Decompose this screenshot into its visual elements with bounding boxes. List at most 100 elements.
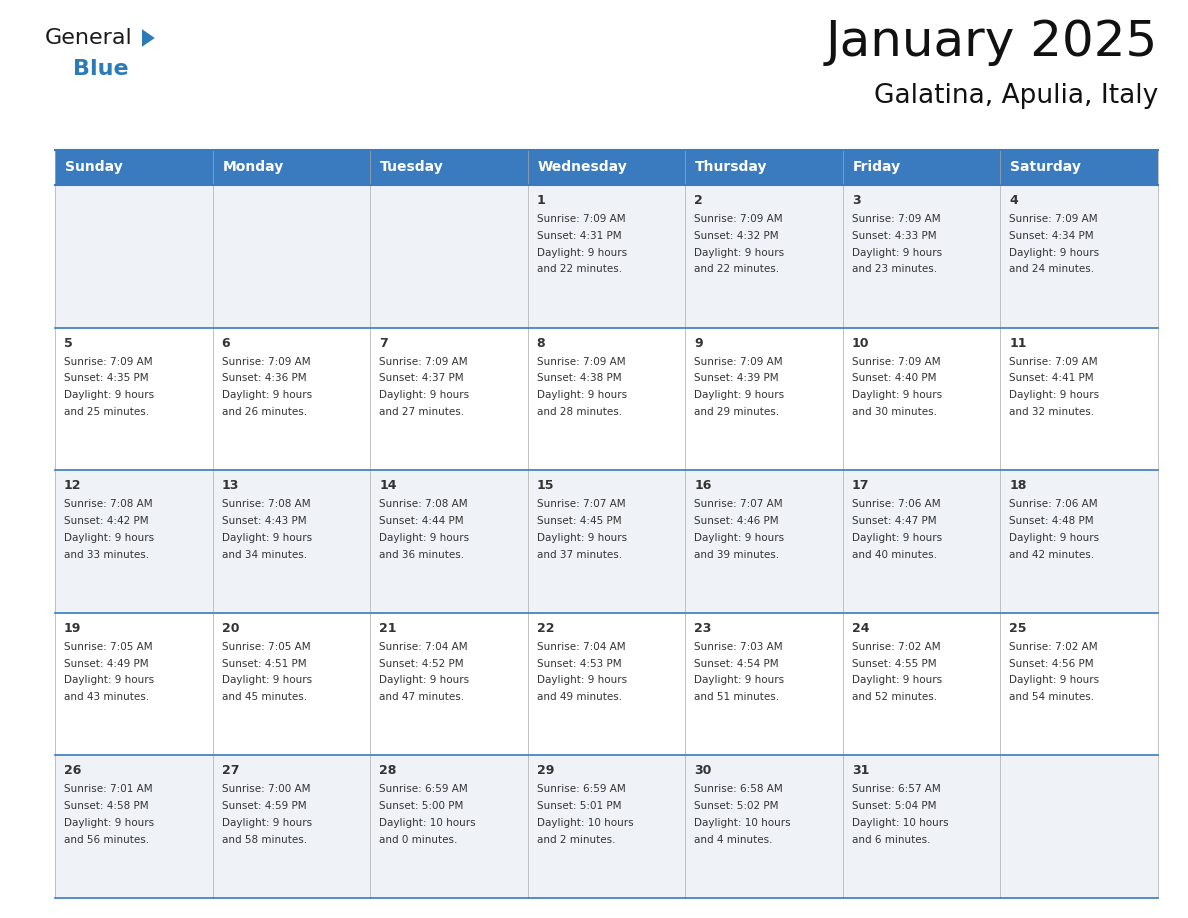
Text: 31: 31 [852, 765, 870, 778]
Text: Sunset: 5:02 PM: Sunset: 5:02 PM [694, 801, 779, 812]
Text: 17: 17 [852, 479, 870, 492]
Text: and 33 minutes.: and 33 minutes. [64, 550, 150, 560]
Text: Sunrise: 7:09 AM: Sunrise: 7:09 AM [852, 356, 941, 366]
Text: Daylight: 9 hours: Daylight: 9 hours [852, 248, 942, 258]
Text: Daylight: 9 hours: Daylight: 9 hours [222, 676, 311, 686]
Text: Sunrise: 7:06 AM: Sunrise: 7:06 AM [1010, 499, 1098, 509]
Text: 19: 19 [64, 621, 81, 635]
Text: Daylight: 9 hours: Daylight: 9 hours [222, 818, 311, 828]
Text: Saturday: Saturday [1011, 161, 1081, 174]
Text: Sunset: 4:52 PM: Sunset: 4:52 PM [379, 658, 463, 668]
Text: Sunrise: 7:02 AM: Sunrise: 7:02 AM [852, 642, 941, 652]
Bar [527, 328, 685, 470]
Text: and 37 minutes.: and 37 minutes. [537, 550, 621, 560]
Text: 15: 15 [537, 479, 555, 492]
Text: and 52 minutes.: and 52 minutes. [852, 692, 937, 702]
Text: Daylight: 10 hours: Daylight: 10 hours [852, 818, 948, 828]
Bar [371, 185, 527, 328]
Text: Daylight: 9 hours: Daylight: 9 hours [852, 676, 942, 686]
Bar [371, 613, 527, 756]
Text: Sunset: 4:42 PM: Sunset: 4:42 PM [64, 516, 148, 526]
Text: and 49 minutes.: and 49 minutes. [537, 692, 621, 702]
Text: Daylight: 9 hours: Daylight: 9 hours [694, 676, 784, 686]
Text: Daylight: 9 hours: Daylight: 9 hours [379, 532, 469, 543]
Text: Sunset: 4:59 PM: Sunset: 4:59 PM [222, 801, 307, 812]
Text: Daylight: 9 hours: Daylight: 9 hours [694, 248, 784, 258]
Text: Sunrise: 6:58 AM: Sunrise: 6:58 AM [694, 784, 783, 794]
Bar [527, 613, 685, 756]
Text: 30: 30 [694, 765, 712, 778]
Text: 25: 25 [1010, 621, 1026, 635]
Text: Sunset: 4:45 PM: Sunset: 4:45 PM [537, 516, 621, 526]
Text: and 0 minutes.: and 0 minutes. [379, 834, 457, 845]
Text: Sunset: 4:36 PM: Sunset: 4:36 PM [222, 374, 307, 384]
Text: and 32 minutes.: and 32 minutes. [1010, 407, 1094, 417]
Text: Daylight: 9 hours: Daylight: 9 hours [379, 676, 469, 686]
Bar [371, 470, 527, 613]
Text: 28: 28 [379, 765, 397, 778]
Text: Sunset: 4:41 PM: Sunset: 4:41 PM [1010, 374, 1094, 384]
Bar [371, 756, 527, 898]
Text: and 22 minutes.: and 22 minutes. [537, 264, 621, 274]
Text: and 58 minutes.: and 58 minutes. [222, 834, 307, 845]
Text: Sunset: 5:04 PM: Sunset: 5:04 PM [852, 801, 936, 812]
Text: Sunset: 4:43 PM: Sunset: 4:43 PM [222, 516, 307, 526]
Text: Daylight: 9 hours: Daylight: 9 hours [64, 676, 154, 686]
Text: Sunday: Sunday [65, 161, 122, 174]
Text: Sunset: 4:58 PM: Sunset: 4:58 PM [64, 801, 148, 812]
Bar [685, 756, 842, 898]
Text: and 34 minutes.: and 34 minutes. [222, 550, 307, 560]
Text: Daylight: 9 hours: Daylight: 9 hours [1010, 390, 1100, 400]
Bar [1000, 150, 1158, 185]
Text: Sunset: 4:37 PM: Sunset: 4:37 PM [379, 374, 463, 384]
Text: Daylight: 9 hours: Daylight: 9 hours [1010, 532, 1100, 543]
Text: and 39 minutes.: and 39 minutes. [694, 550, 779, 560]
Polygon shape [143, 29, 154, 47]
Bar [55, 328, 213, 470]
Bar [55, 470, 213, 613]
Text: Sunset: 4:34 PM: Sunset: 4:34 PM [1010, 230, 1094, 241]
Text: Sunset: 4:48 PM: Sunset: 4:48 PM [1010, 516, 1094, 526]
Text: Thursday: Thursday [695, 161, 767, 174]
Bar [213, 613, 371, 756]
Text: Daylight: 9 hours: Daylight: 9 hours [852, 532, 942, 543]
Text: Sunset: 4:40 PM: Sunset: 4:40 PM [852, 374, 936, 384]
Bar [842, 185, 1000, 328]
Text: 3: 3 [852, 194, 860, 207]
Text: Daylight: 9 hours: Daylight: 9 hours [537, 248, 627, 258]
Text: 4: 4 [1010, 194, 1018, 207]
Text: 29: 29 [537, 765, 554, 778]
Text: Sunset: 4:44 PM: Sunset: 4:44 PM [379, 516, 463, 526]
Bar [685, 613, 842, 756]
Text: 16: 16 [694, 479, 712, 492]
Text: Daylight: 9 hours: Daylight: 9 hours [537, 390, 627, 400]
Text: Sunset: 4:32 PM: Sunset: 4:32 PM [694, 230, 779, 241]
Text: 12: 12 [64, 479, 82, 492]
Text: Daylight: 9 hours: Daylight: 9 hours [64, 532, 154, 543]
Text: and 26 minutes.: and 26 minutes. [222, 407, 307, 417]
Bar [527, 150, 685, 185]
Text: and 23 minutes.: and 23 minutes. [852, 264, 937, 274]
Text: Sunrise: 7:09 AM: Sunrise: 7:09 AM [537, 214, 625, 224]
Text: Sunrise: 7:08 AM: Sunrise: 7:08 AM [222, 499, 310, 509]
Text: Sunset: 5:00 PM: Sunset: 5:00 PM [379, 801, 463, 812]
Text: 23: 23 [694, 621, 712, 635]
Text: Sunrise: 7:07 AM: Sunrise: 7:07 AM [537, 499, 625, 509]
Text: Tuesday: Tuesday [380, 161, 444, 174]
Text: 2: 2 [694, 194, 703, 207]
Text: Sunrise: 7:09 AM: Sunrise: 7:09 AM [852, 214, 941, 224]
Text: Sunset: 4:33 PM: Sunset: 4:33 PM [852, 230, 936, 241]
Text: and 29 minutes.: and 29 minutes. [694, 407, 779, 417]
Text: 7: 7 [379, 337, 388, 350]
Bar [213, 756, 371, 898]
Text: Sunrise: 7:05 AM: Sunrise: 7:05 AM [222, 642, 310, 652]
Text: 24: 24 [852, 621, 870, 635]
Text: Sunset: 4:54 PM: Sunset: 4:54 PM [694, 658, 779, 668]
Text: 11: 11 [1010, 337, 1026, 350]
Text: Sunrise: 6:59 AM: Sunrise: 6:59 AM [379, 784, 468, 794]
Bar [213, 470, 371, 613]
Text: Sunrise: 7:09 AM: Sunrise: 7:09 AM [1010, 356, 1098, 366]
Text: 21: 21 [379, 621, 397, 635]
Text: Sunrise: 7:05 AM: Sunrise: 7:05 AM [64, 642, 152, 652]
Text: Daylight: 10 hours: Daylight: 10 hours [537, 818, 633, 828]
